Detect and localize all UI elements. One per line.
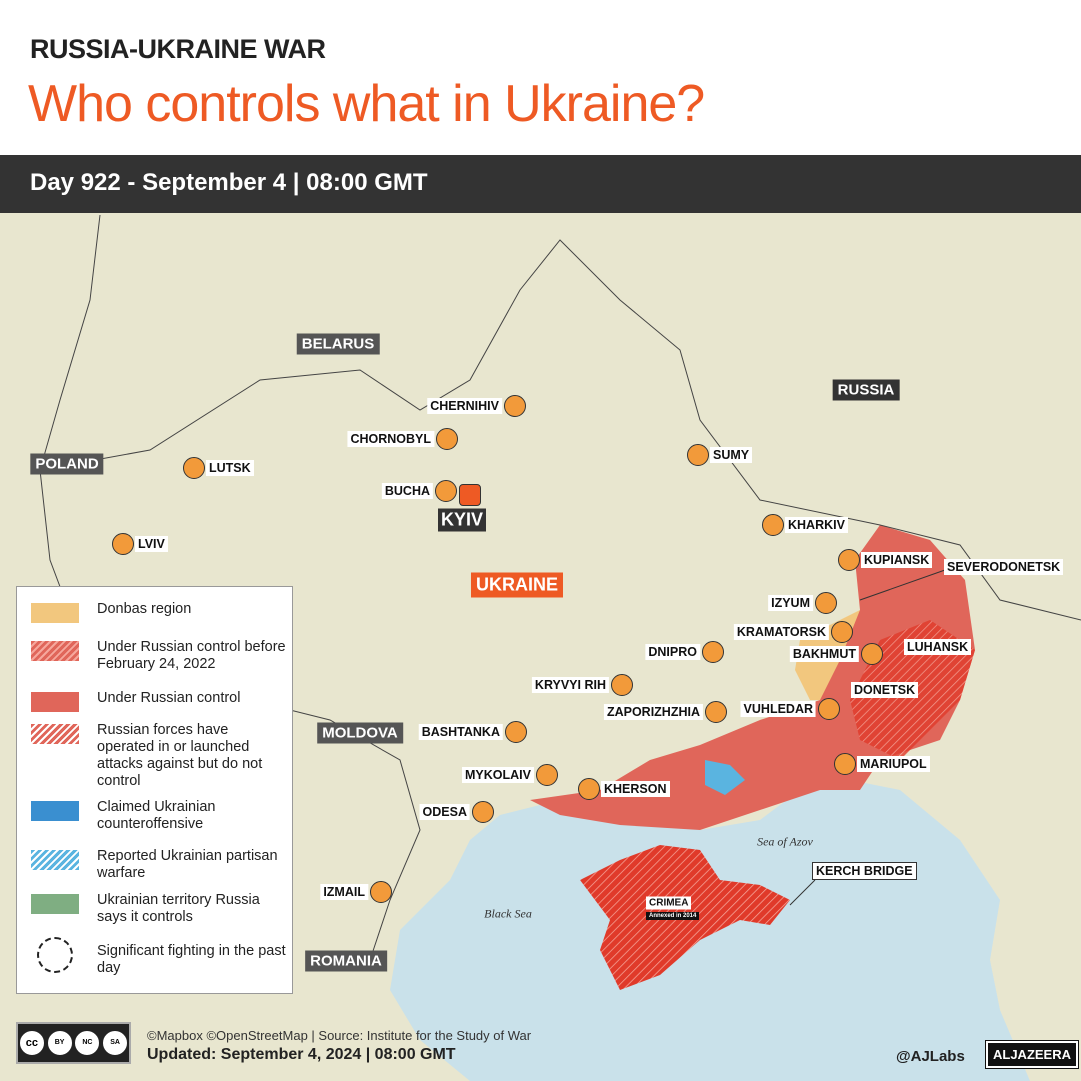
city-label-kryvyi-rih: KRYVYI RIH xyxy=(531,677,609,693)
page-title: Who controls what in Ukraine? xyxy=(28,75,705,133)
black-sea-label: Black Sea xyxy=(484,906,532,921)
city-label-lutsk: LUTSK xyxy=(206,460,254,476)
kicker: RUSSIA-UKRAINE WAR xyxy=(30,34,326,64)
legend-swatch-attacks xyxy=(31,724,79,744)
city-marker[interactable] xyxy=(815,592,837,614)
city-label-dnipro: DNIPRO xyxy=(645,644,700,660)
partisan-area xyxy=(705,760,745,795)
city-label-chornobyl: CHORNOBYL xyxy=(347,431,434,447)
city-label-chernihiv: CHERNIHIV xyxy=(427,398,502,414)
city-marker[interactable] xyxy=(834,753,856,775)
city-marker[interactable] xyxy=(762,514,784,536)
city-marker[interactable] xyxy=(861,643,883,665)
country-belarus: BELARUS xyxy=(296,333,380,355)
city-label-mariupol: MARIUPOL xyxy=(857,756,930,772)
updated-timestamp: Updated: September 4, 2024 | 08:00 GMT xyxy=(147,1046,456,1063)
source-credit: ©Mapbox ©OpenStreetMap | Source: Institu… xyxy=(147,1028,532,1043)
legend-swatch-pre-2022 xyxy=(31,641,79,661)
legend-label: Under Russian control xyxy=(97,690,241,706)
city-marker[interactable] xyxy=(687,444,709,466)
city-label-bucha: BUCHA xyxy=(381,483,433,499)
city-marker[interactable] xyxy=(112,533,134,555)
sa-icon: SA xyxy=(103,1031,128,1055)
country-romania: ROMANIA xyxy=(305,950,387,972)
creative-commons-badge: cc BY NC SA xyxy=(16,1022,131,1064)
legend-swatch-russia-claims xyxy=(31,894,79,914)
header: RUSSIA-UKRAINE WAR Who controls what in … xyxy=(0,0,1081,155)
border-north xyxy=(39,239,1081,621)
country-russia: RUSSIA xyxy=(832,379,900,401)
city-label-lviv: LVIV xyxy=(135,536,168,552)
city-label-izyum: IZYUM xyxy=(768,595,813,611)
kerch-leader xyxy=(789,879,816,906)
legend-swatch-partisan xyxy=(31,850,79,870)
country-ukraine: UKRAINE xyxy=(470,572,564,598)
kerch-bridge-label: KERCH BRIDGE xyxy=(812,862,917,880)
city-label-kherson: KHERSON xyxy=(601,781,670,797)
legend-label: Russian forces have operated in or launc… xyxy=(97,722,263,789)
city-label-luhansk: LUHANSK xyxy=(904,639,972,655)
city-marker[interactable] xyxy=(436,428,458,450)
legend-label: Under Russian control before February 24… xyxy=(97,639,286,672)
city-marker[interactable] xyxy=(435,480,457,502)
city-label-zaporizhzhia: ZAPORIZHZHIA xyxy=(603,704,703,720)
by-icon: BY xyxy=(47,1031,72,1055)
country-moldova: MOLDOVA xyxy=(317,722,403,744)
city-marker[interactable] xyxy=(702,641,724,663)
city-label-bashtanka: BASHTANKA xyxy=(418,724,503,740)
city-label-kramatorsk: KRAMATORSK xyxy=(733,624,829,640)
legend-label: Donbas region xyxy=(97,601,192,617)
city-marker[interactable] xyxy=(831,621,853,643)
city-label-kupiansk: KUPIANSK xyxy=(861,552,933,568)
city-label-kyiv: KYIV xyxy=(438,508,487,532)
legend-label: Significant fighting in the past day xyxy=(97,943,286,976)
aj-handle: @AJLabs xyxy=(896,1048,965,1065)
dateline: Day 922 - September 4 | 08:00 GMT xyxy=(30,169,428,196)
legend-label: Ukrainian territory Russia says it contr… xyxy=(97,892,260,925)
city-marker[interactable] xyxy=(838,549,860,571)
aljazeera-logo: ALJAZEERA xyxy=(984,1040,1080,1069)
sea-azov-label: Sea of Azov xyxy=(757,834,813,849)
legend-swatch-counteroffensive xyxy=(31,801,79,821)
cc-icon: cc xyxy=(19,1031,44,1055)
city-marker[interactable] xyxy=(504,395,526,417)
city-marker[interactable] xyxy=(183,457,205,479)
dashed-circle-icon xyxy=(31,937,79,977)
city-marker[interactable] xyxy=(611,674,633,696)
map-shapes xyxy=(39,214,1081,1081)
dateline-bar: Day 922 - September 4 | 08:00 GMT xyxy=(0,155,1081,213)
city-label-bakhmut: BAKHMUT xyxy=(789,646,859,662)
crimea-label: CRIMEA xyxy=(646,896,692,910)
city-label-kharkiv: KHARKIV xyxy=(785,517,848,533)
city-label-odesa: ODESA xyxy=(419,804,470,820)
legend-label: Reported Ukrainian partisan warfare xyxy=(97,848,278,881)
city-label-vuhledar: VUHLEDAR xyxy=(740,701,816,717)
crimea-note: Annexed in 2014 xyxy=(646,912,700,920)
legend-swatch-russian-control xyxy=(31,692,79,712)
city-label-severodonetsk: SEVERODONETSK xyxy=(944,559,1064,575)
city-marker[interactable] xyxy=(578,778,600,800)
city-marker[interactable] xyxy=(818,698,840,720)
legend-swatch-donbas xyxy=(31,603,79,623)
city-marker[interactable] xyxy=(536,764,558,786)
city-marker[interactable] xyxy=(505,721,527,743)
city-marker[interactable] xyxy=(472,801,494,823)
city-label-mykolaiv: MYKOLAIV xyxy=(462,767,534,783)
legend-label: Claimed Ukrainian counteroffensive xyxy=(97,799,216,832)
legend: Donbas region Under Russian control befo… xyxy=(16,586,293,994)
severodonetsk-leader xyxy=(859,569,946,601)
city-marker[interactable] xyxy=(370,881,392,903)
city-label-donetsk: DONETSK xyxy=(851,682,919,698)
country-poland: POLAND xyxy=(30,453,104,475)
city-label-izmail: IZMAIL xyxy=(320,884,368,900)
city-marker[interactable] xyxy=(705,701,727,723)
capital-marker[interactable] xyxy=(459,484,481,506)
nc-icon: NC xyxy=(75,1031,100,1055)
russian-control-area xyxy=(530,525,975,830)
city-label-sumy: SUMY xyxy=(710,447,753,463)
